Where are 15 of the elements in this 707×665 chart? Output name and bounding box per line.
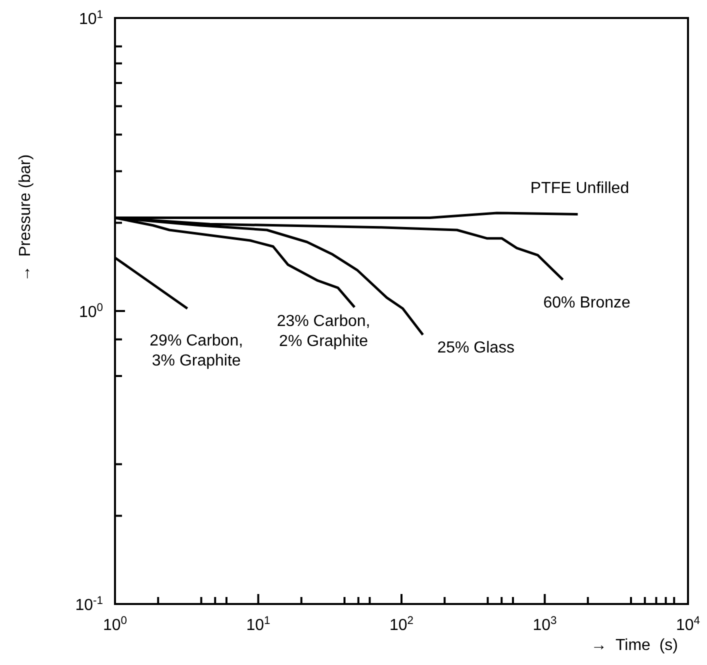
y-tick-label: 10$^{1}$ (78, 9, 103, 28)
y-axis-title: → Pressure (bar) (17, 154, 34, 282)
series-label: 25% Glass (437, 340, 515, 357)
series-label: 23% Carbon, 2% Graphite (276, 313, 370, 350)
y-tick-label: 10$^{-1}$ (75, 595, 103, 614)
x-tick-label: 10$^{3}$ (532, 615, 557, 634)
series-label: PTFE Unfilled (530, 180, 630, 198)
x-tick-label: 10$^{1}$ (246, 615, 270, 634)
text: 29% Carbon, 3% Graphite (150, 332, 244, 370)
x-axis-title: → Time (s) (590, 637, 678, 654)
y-tick-label: 10$^{0}$ (78, 302, 103, 321)
x-tick-label: 10$^{4}$ (676, 615, 700, 634)
x-tick-label: 10$^{2}$ (389, 615, 414, 634)
series-label: 60% Bronze (543, 294, 630, 312)
x-tick-label: 10$^{0}$ (102, 615, 128, 634)
